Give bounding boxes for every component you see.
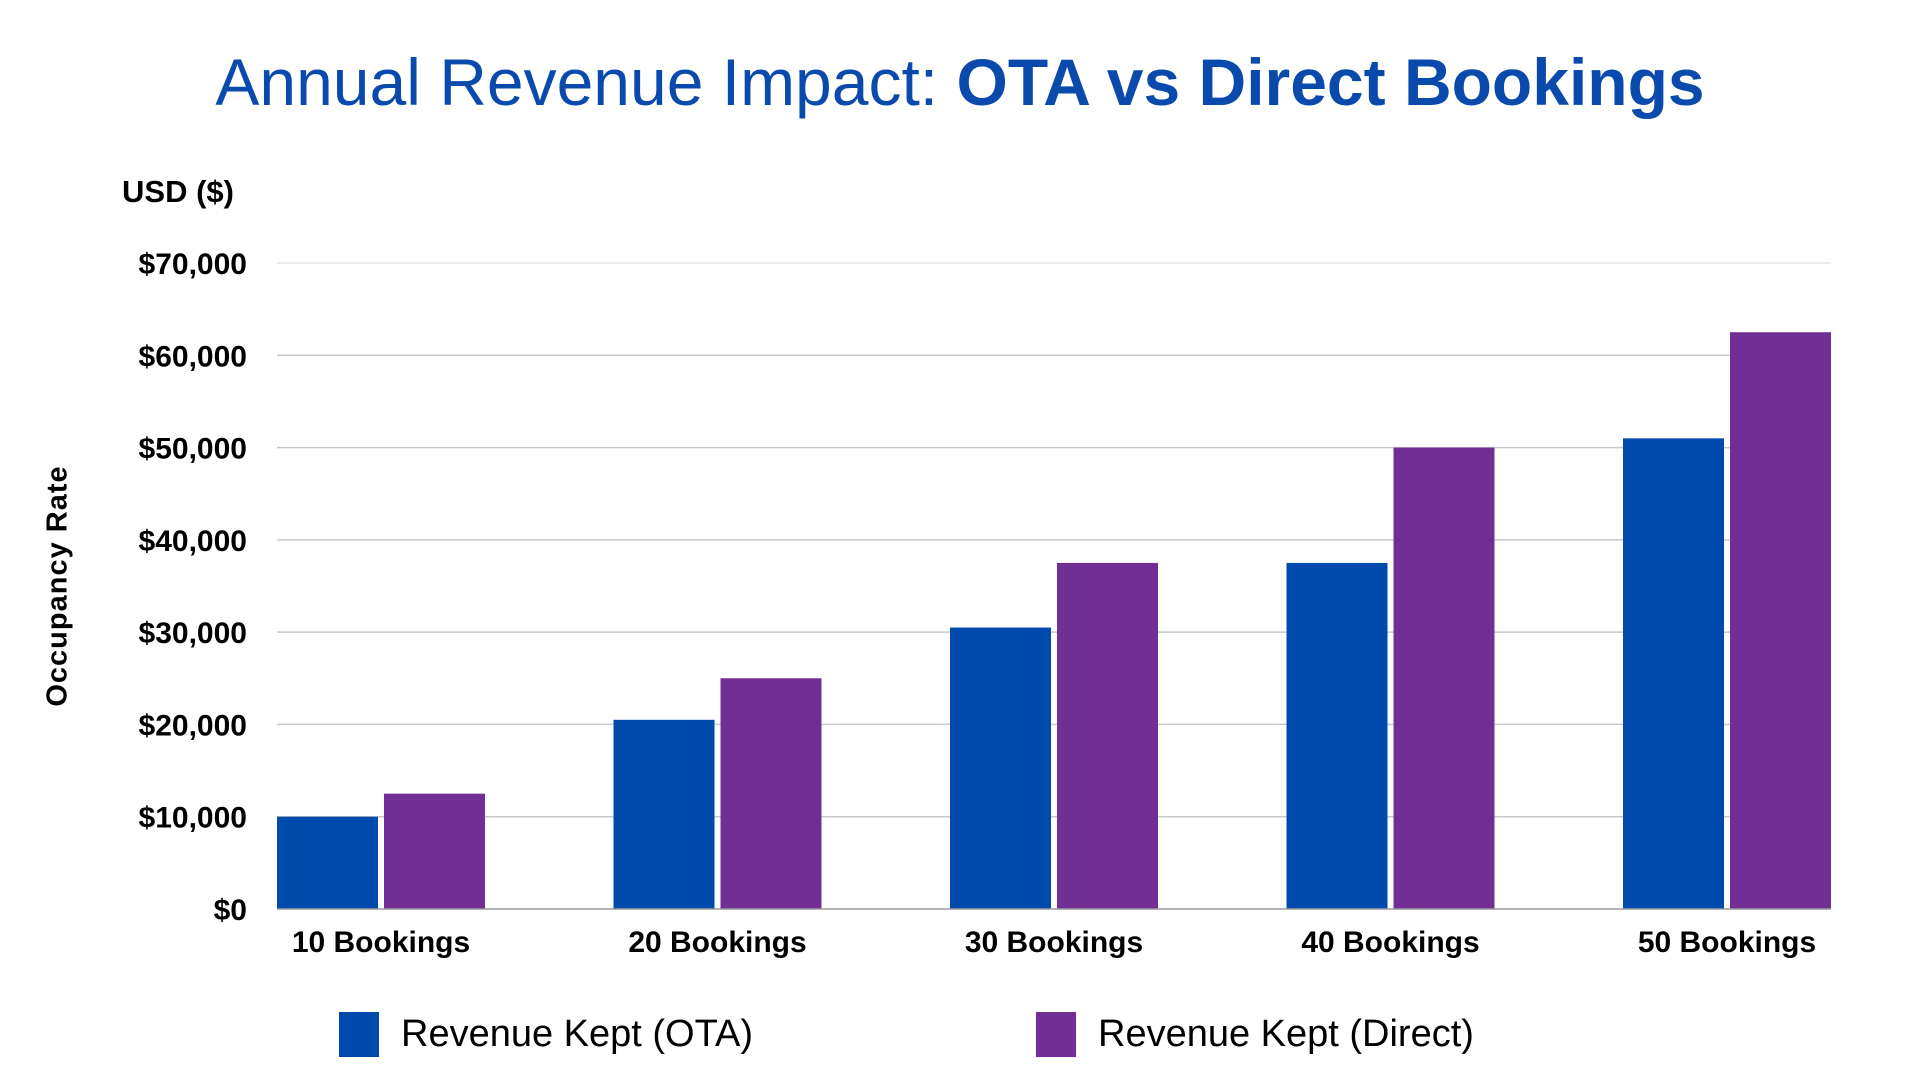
bar-direct	[720, 678, 822, 909]
legend-label-direct: Revenue Kept (Direct)	[1098, 1013, 1474, 1055]
legend-swatch-ota	[339, 1012, 379, 1057]
bar-direct	[1730, 332, 1831, 909]
chart-title: Annual Revenue Impact: OTA vs Direct Boo…	[0, 44, 1920, 120]
bar-ota	[277, 816, 378, 909]
bar-ota	[1623, 438, 1724, 909]
bar-direct	[384, 793, 485, 909]
unit-label: USD ($)	[122, 174, 234, 209]
y-tick-label: $30,000	[139, 617, 247, 650]
x-tick-label: 10 Bookings	[292, 926, 470, 959]
bar-direct	[1393, 447, 1495, 909]
y-tick-label: $70,000	[139, 248, 247, 281]
y-tick-label: $60,000	[139, 340, 247, 373]
bar-ota	[613, 719, 715, 909]
legend-item-ota: Revenue Kept (OTA)	[339, 1012, 753, 1057]
y-tick-label: $10,000	[139, 802, 247, 835]
legend-swatch-direct	[1036, 1012, 1076, 1057]
bar-direct	[1057, 562, 1158, 909]
bar-chart: $0 $10,000 $20,000 $30,000 $40,000 $50,000 $60…	[139, 248, 1831, 959]
chart-title-regular: Annual Revenue Impact:	[215, 45, 957, 119]
chart-title-bold: OTA vs Direct Bookings	[956, 45, 1705, 119]
bar-ota	[950, 627, 1051, 909]
y-tick-label: $20,000	[139, 709, 247, 742]
y-tick-label: $0	[214, 894, 247, 927]
legend-item-direct: Revenue Kept (Direct)	[1036, 1012, 1474, 1057]
y-tick-label: $40,000	[139, 525, 247, 558]
bar-ota	[1286, 562, 1388, 909]
x-tick-label: 30 Bookings	[965, 926, 1143, 959]
legend-label-ota: Revenue Kept (OTA)	[401, 1013, 754, 1055]
y-tick-label: $50,000	[139, 433, 247, 466]
x-tick-label: 50 Bookings	[1638, 926, 1816, 959]
x-tick-label: 20 Bookings	[628, 926, 806, 959]
x-tick-label: 40 Bookings	[1301, 926, 1479, 959]
